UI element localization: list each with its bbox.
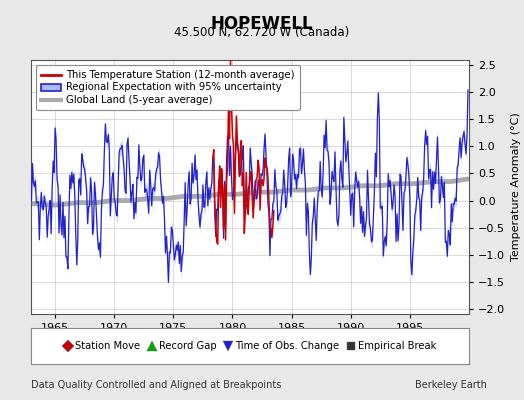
Legend: Station Move, Record Gap, Time of Obs. Change, Empirical Break: Station Move, Record Gap, Time of Obs. C… [61, 338, 440, 354]
Legend: This Temperature Station (12-month average), Regional Expectation with 95% uncer: This Temperature Station (12-month avera… [37, 65, 300, 110]
Text: Berkeley Earth: Berkeley Earth [416, 380, 487, 390]
Text: 45.500 N, 62.720 W (Canada): 45.500 N, 62.720 W (Canada) [174, 26, 350, 39]
Text: HOPEWELL: HOPEWELL [211, 15, 313, 33]
Text: Data Quality Controlled and Aligned at Breakpoints: Data Quality Controlled and Aligned at B… [31, 380, 282, 390]
Y-axis label: Temperature Anomaly (°C): Temperature Anomaly (°C) [511, 113, 521, 261]
